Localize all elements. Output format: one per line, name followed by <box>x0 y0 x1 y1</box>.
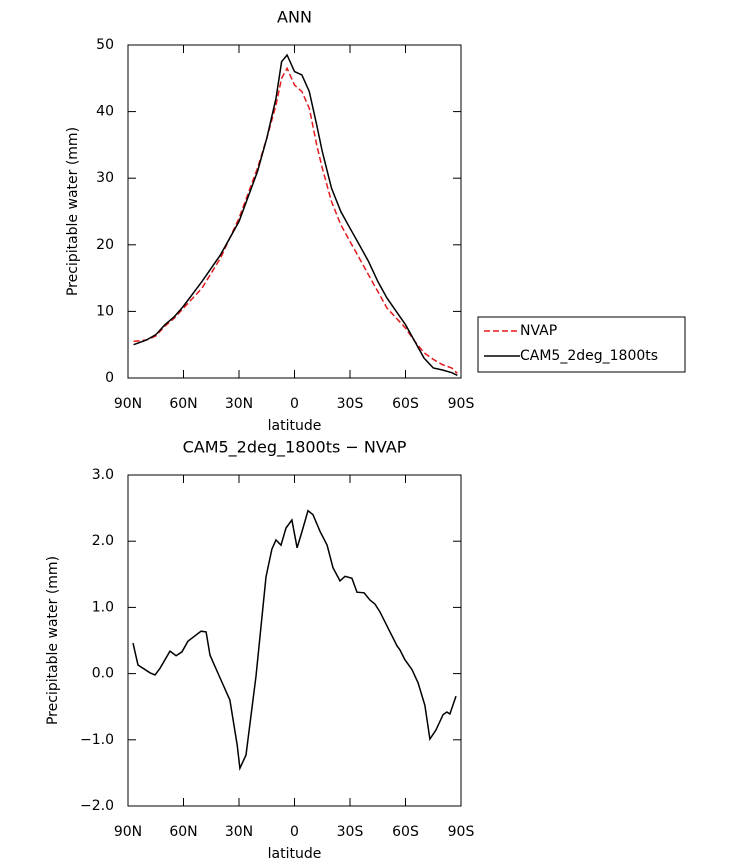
x-tick-label: 0 <box>290 396 299 412</box>
x-tick-label: 90S <box>448 824 475 840</box>
legend-label: NVAP <box>520 323 557 339</box>
y-tick-label: 3.0 <box>92 467 114 483</box>
x-axis-label: latitude <box>268 846 322 862</box>
y-tick-label: 0 <box>105 370 114 386</box>
y-tick-label: 2.0 <box>92 533 114 549</box>
chart-title: CAM5_2deg_1800ts − NVAP <box>183 438 407 458</box>
y-tick-label: 40 <box>96 104 114 120</box>
x-tick-label: 60N <box>169 824 197 840</box>
y-axis-label: Precipitable water (mm) <box>65 127 81 296</box>
x-tick-label: 90N <box>114 396 142 412</box>
plot-frame <box>127 44 462 379</box>
x-tick-label: 90S <box>448 396 475 412</box>
y-tick-label: −1.0 <box>80 732 114 748</box>
y-axis-label: Precipitable water (mm) <box>45 556 61 725</box>
x-tick-label: 90N <box>114 824 142 840</box>
y-tick-label: 10 <box>96 303 114 319</box>
y-tick-label: 50 <box>96 37 114 53</box>
y-tick-label: 0.0 <box>92 666 114 682</box>
x-tick-label: 60S <box>392 824 419 840</box>
x-axis-label: latitude <box>268 418 322 434</box>
x-tick-label: 30N <box>225 396 253 412</box>
plot-frame <box>127 474 462 807</box>
data-line <box>133 53 458 376</box>
x-tick-label: 30N <box>225 824 253 840</box>
y-tick-label: 30 <box>96 170 114 186</box>
x-tick-label: 0 <box>290 824 299 840</box>
legend-label: CAM5_2deg_1800ts <box>520 348 658 364</box>
x-tick-label: 60N <box>169 396 197 412</box>
x-tick-label: 30S <box>337 824 364 840</box>
y-tick-label: −2.0 <box>80 798 114 814</box>
x-tick-label: 60S <box>392 396 419 412</box>
x-tick-label: 30S <box>337 396 364 412</box>
data-line <box>132 509 457 772</box>
data-line <box>133 66 458 374</box>
legend-box <box>477 316 686 373</box>
y-tick-label: 20 <box>96 237 114 253</box>
y-tick-label: 1.0 <box>92 599 114 615</box>
chart-title: ANN <box>277 8 312 27</box>
